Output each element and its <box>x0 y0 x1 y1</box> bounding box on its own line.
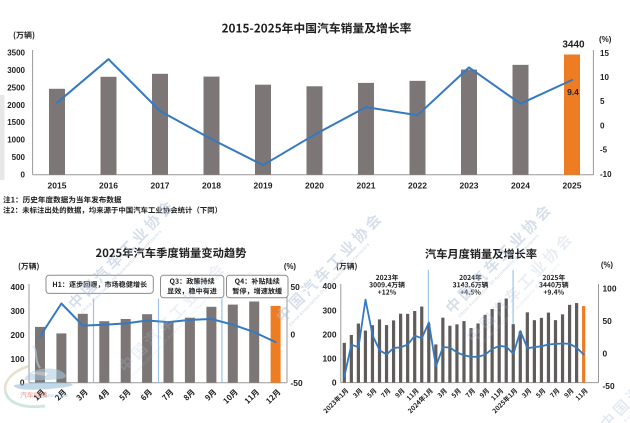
svg-text:3500: 3500 <box>7 48 25 57</box>
svg-text:300: 300 <box>323 305 337 315</box>
svg-text:-50: -50 <box>603 381 615 391</box>
svg-text:100: 100 <box>323 354 337 364</box>
svg-text:300: 300 <box>11 306 25 316</box>
svg-text:2022: 2022 <box>408 181 427 191</box>
svg-text:2500: 2500 <box>7 83 25 92</box>
svg-text:200: 200 <box>11 330 25 340</box>
svg-text:-10: -10 <box>600 170 612 179</box>
svg-text:50: 50 <box>291 282 301 292</box>
svg-text:2024: 2024 <box>511 181 530 191</box>
svg-text:2017: 2017 <box>151 181 170 191</box>
svg-text:0: 0 <box>600 121 605 130</box>
svg-text:-50: -50 <box>291 378 303 388</box>
svg-text:(%): (%) <box>601 261 614 270</box>
svg-text:AUTO REVIEW: AUTO REVIEW <box>44 394 69 398</box>
svg-text:5: 5 <box>600 97 605 106</box>
svg-text:1000: 1000 <box>7 136 25 145</box>
svg-text:(%): (%) <box>284 262 297 271</box>
svg-text:3000: 3000 <box>7 66 25 75</box>
svg-text:(%): (%) <box>599 35 612 44</box>
svg-text:0: 0 <box>21 171 26 180</box>
svg-text:2016: 2016 <box>99 181 118 191</box>
svg-text:9.4: 9.4 <box>567 87 579 97</box>
svg-text:400: 400 <box>11 282 25 292</box>
svg-text:2023: 2023 <box>460 181 479 191</box>
svg-text:50: 50 <box>603 316 613 326</box>
svg-text:2021: 2021 <box>357 181 376 191</box>
svg-text:0: 0 <box>291 330 296 340</box>
svg-text:10: 10 <box>600 73 609 82</box>
svg-text:2020: 2020 <box>305 181 324 191</box>
svg-text:500: 500 <box>12 153 26 162</box>
svg-text:-5: -5 <box>600 146 608 155</box>
svg-text:0: 0 <box>603 349 608 359</box>
svg-text:3440: 3440 <box>562 40 585 51</box>
svg-text:2018: 2018 <box>202 181 221 191</box>
svg-text:15: 15 <box>600 49 609 58</box>
svg-text:2019: 2019 <box>254 181 273 191</box>
svg-text:100: 100 <box>11 354 25 364</box>
svg-text:0: 0 <box>332 378 337 388</box>
svg-text:2000: 2000 <box>7 101 25 110</box>
svg-text:1500: 1500 <box>7 118 25 127</box>
svg-text:100: 100 <box>603 284 617 294</box>
svg-text:2015: 2015 <box>48 181 67 191</box>
svg-text:2025: 2025 <box>563 181 582 191</box>
svg-text:0: 0 <box>20 378 25 388</box>
svg-text:200: 200 <box>323 329 337 339</box>
